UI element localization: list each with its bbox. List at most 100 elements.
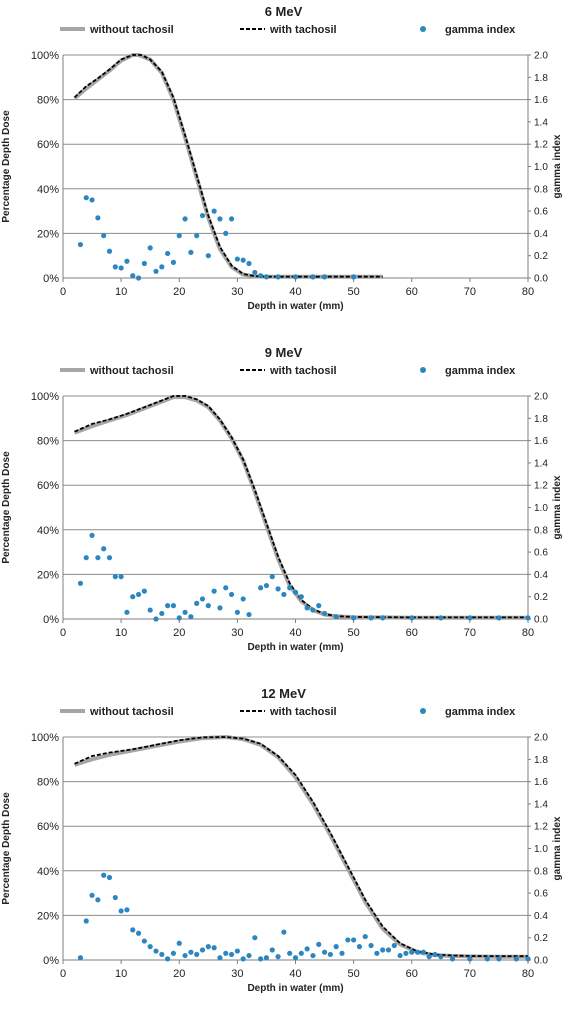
y2-tick-label: 0.4: [534, 570, 548, 581]
gamma-index-point: [263, 955, 270, 961]
gamma-index-point: [246, 260, 252, 267]
legend-label: gamma index: [445, 365, 516, 377]
x-axis-label: Depth in water (mm): [247, 983, 343, 994]
x-tick-label: 30: [231, 286, 243, 298]
gamma-index-point: [292, 955, 299, 961]
gamma-index-point: [496, 956, 502, 962]
y-tick-label: 0%: [43, 955, 59, 967]
gamma-index-point: [176, 233, 182, 239]
gamma-index-point: [420, 949, 426, 955]
gamma-index-point: [95, 555, 101, 561]
gamma-index-point: [292, 589, 299, 595]
legend-label: without tachosil: [89, 24, 174, 36]
gamma-index-point: [298, 594, 304, 600]
gamma-index-point: [263, 582, 270, 589]
y-tick-label: 80%: [37, 777, 59, 789]
y2-tick-label: 0.2: [534, 251, 548, 262]
x-tick-label: 20: [173, 627, 185, 639]
gamma-index-point: [258, 585, 264, 591]
without-tachosil-line: [73, 395, 528, 620]
y-tick-label: 0%: [43, 273, 59, 285]
y2-tick-label: 0.0: [534, 956, 548, 967]
gamma-index-point: [316, 941, 322, 947]
gamma-index-point: [118, 574, 124, 580]
gamma-index-point: [135, 930, 142, 936]
gamma-index-point: [194, 951, 200, 958]
gamma-index-point: [77, 241, 84, 248]
gamma-index-point: [310, 952, 316, 959]
gamma-index-point: [101, 872, 107, 878]
y2-tick-label: 0.2: [534, 933, 548, 944]
y2-tick-label: 1.8: [534, 73, 548, 84]
gamma-index-point: [130, 594, 136, 600]
gamma-index-point: [234, 256, 240, 262]
gamma-index-point: [130, 273, 136, 279]
y2-tick-label: 0.8: [534, 525, 548, 536]
gamma-index-point: [484, 956, 490, 962]
gamma-index-point: [205, 253, 211, 259]
gamma-index-point: [153, 948, 159, 954]
gamma-index-point: [112, 894, 118, 901]
gamma-index-point: [409, 949, 415, 955]
gamma-index-point: [176, 940, 182, 946]
gamma-index-point: [496, 615, 502, 621]
legend-label: without tachosil: [89, 706, 174, 718]
gamma-index-point: [89, 532, 95, 538]
y-tick-label: 60%: [37, 821, 59, 833]
x-tick-label: 10: [115, 286, 127, 298]
gamma-index-point: [333, 614, 339, 620]
with-tachosil-line: [74, 736, 528, 958]
gamma-index-point: [240, 257, 246, 263]
gamma-index-point: [281, 591, 287, 598]
gamma-index-point: [176, 615, 182, 621]
gamma-index-series: [77, 872, 531, 962]
chart-1: 9 MeV without tachosil with tachosil gamma …: [1, 345, 563, 653]
gamma-index-point: [170, 950, 177, 956]
y2-axis-label: gamma index: [552, 134, 563, 198]
gamma-index-point: [211, 208, 217, 214]
with-tachosil-line: [74, 395, 528, 619]
gamma-index-point: [438, 954, 444, 960]
gamma-index-point: [246, 952, 252, 959]
gamma-index-point: [362, 933, 368, 940]
y2-tick-label: 1.6: [534, 95, 548, 106]
x-tick-label: 50: [348, 968, 360, 980]
x-tick-label: 30: [231, 627, 243, 639]
gamma-index-point: [333, 944, 339, 950]
gamma-index-point: [153, 616, 159, 622]
y2-tick-label: 1.4: [534, 117, 548, 128]
y-tick-label: 0%: [43, 614, 59, 626]
gamma-index-point: [205, 944, 211, 950]
gamma-index-point: [106, 874, 113, 881]
y2-tick-label: 1.4: [534, 799, 548, 810]
y2-tick-label: 1.0: [534, 844, 548, 855]
gamma-index-point: [199, 212, 206, 219]
gamma-index-point: [124, 907, 130, 913]
gamma-index-point: [397, 952, 403, 959]
gamma-index-point: [467, 615, 473, 621]
x-axis-label: Depth in water (mm): [247, 642, 343, 653]
gamma-index-point: [351, 937, 357, 943]
x-tick-label: 40: [289, 968, 301, 980]
x-tick-label: 20: [173, 968, 185, 980]
legend-label: with tachosil: [269, 365, 337, 377]
y-axis-label: Percentage Depth Dose: [1, 110, 12, 223]
gamma-index-point: [269, 947, 275, 953]
x-tick-label: 60: [406, 627, 418, 639]
gamma-index-point: [165, 603, 171, 609]
x-tick-label: 80: [522, 286, 534, 298]
legend-label: without tachosil: [89, 365, 174, 377]
legend-marker: [420, 26, 426, 32]
gamma-index-point: [327, 951, 333, 958]
legend-label: with tachosil: [269, 706, 337, 718]
gamma-index-point: [438, 615, 444, 621]
gamma-index-point: [199, 947, 206, 953]
gamma-index-point: [89, 197, 95, 203]
y-tick-label: 100%: [31, 391, 59, 403]
gamma-index-point: [211, 945, 217, 951]
gamma-index-point: [159, 951, 165, 958]
x-tick-label: 40: [289, 286, 301, 298]
gamma-index-point: [217, 605, 223, 611]
gamma-index-point: [223, 585, 229, 591]
